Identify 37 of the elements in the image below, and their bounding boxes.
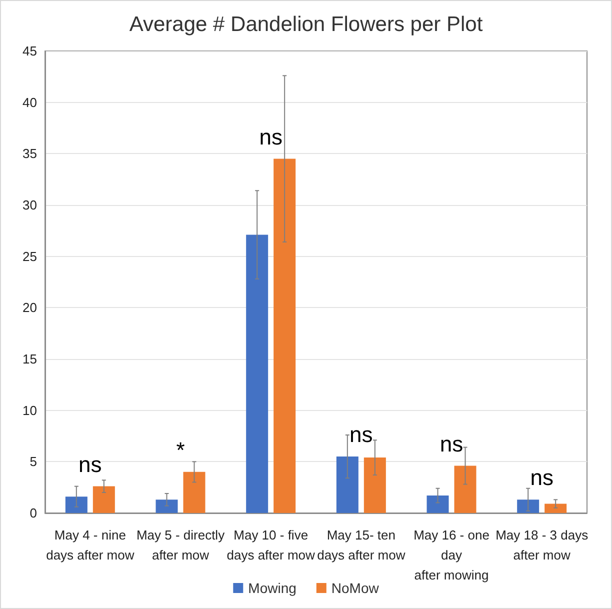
x-tick-label: May 5 - directly after mow [136, 528, 226, 562]
annotation: * [176, 437, 186, 462]
y-tick-label: 15 [22, 352, 37, 366]
legend-label: Mowing [248, 580, 296, 596]
y-tick-label: 30 [22, 198, 37, 212]
chart-title: Average # Dandelion Flowers per Plot [129, 13, 483, 36]
y-tick-label: 35 [22, 146, 37, 162]
annotation: ns [78, 452, 102, 477]
annotation: ns [440, 431, 464, 456]
legend-label: NoMow [331, 580, 380, 596]
bar [454, 466, 476, 513]
bar [274, 158, 296, 513]
annotation: ns [530, 465, 554, 490]
y-tick-label: 5 [30, 454, 37, 470]
y-tick-label: 20 [22, 300, 37, 316]
bar [183, 472, 206, 513]
bar [364, 458, 386, 513]
x-tick-label: May 4 - nine days after mow [46, 528, 135, 562]
bar [246, 234, 268, 513]
bar [544, 504, 567, 513]
annotation: ns [350, 422, 373, 448]
y-tick-label: 10 [22, 402, 37, 418]
x-tick-label: May 16 - one day after mowing [414, 528, 490, 582]
x-tick-label: May 10 - five days after mow [226, 528, 316, 562]
annotation: ns [259, 124, 282, 150]
y-tick-label: 40 [22, 94, 37, 110]
bar [517, 500, 540, 513]
y-tick-label: 25 [22, 248, 37, 264]
bar [336, 456, 358, 513]
y-tick-label: 0 [30, 506, 37, 520]
bar [426, 496, 449, 513]
bar [65, 496, 88, 513]
bar [92, 486, 115, 513]
x-tick-label: May 15- ten days after mow [317, 528, 406, 562]
y-tick-label: 45 [22, 44, 37, 58]
x-tick-label: May 18 - 3 days after mow [496, 528, 589, 562]
bar [156, 500, 178, 513]
